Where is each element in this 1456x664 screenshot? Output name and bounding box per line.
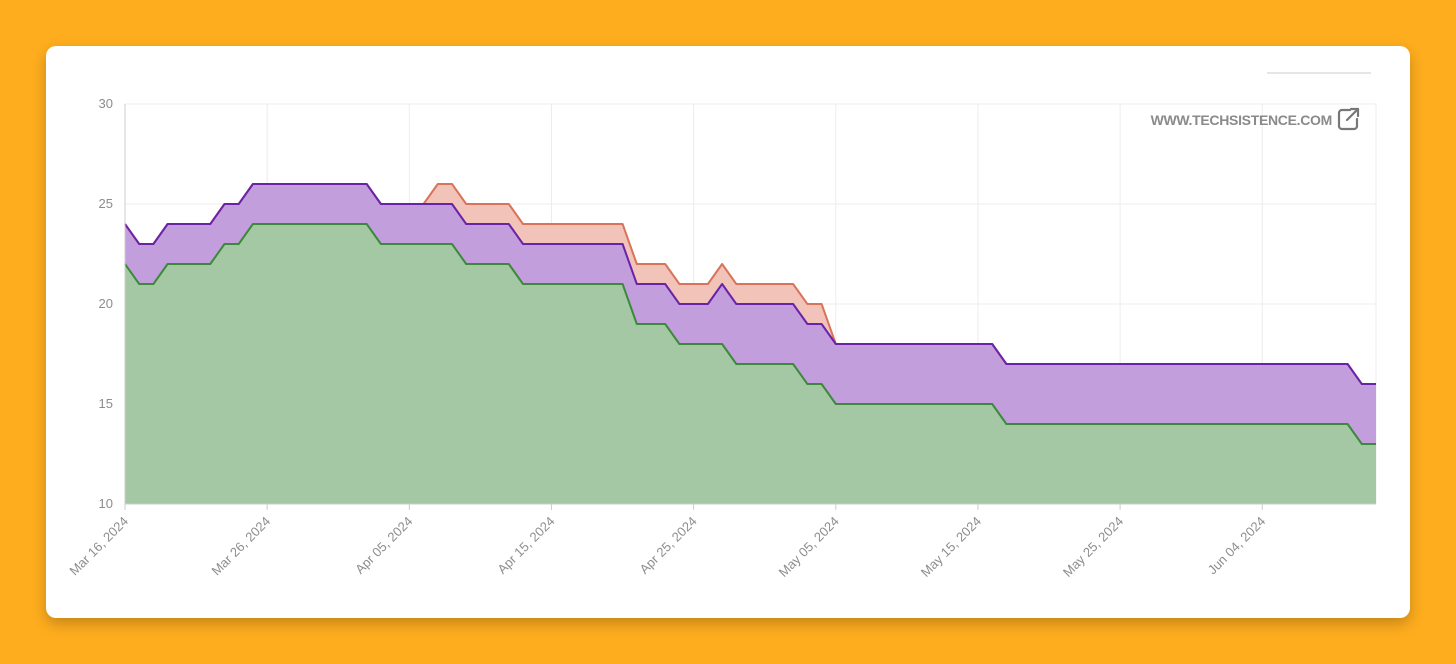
watermark-text[interactable]: WWW.TECHSISTENCE.COM	[1151, 112, 1333, 128]
x-tick-label: May 15, 2024	[918, 514, 984, 580]
x-tick-label: Apr 15, 2024	[494, 514, 557, 577]
x-tick-label: Apr 05, 2024	[352, 514, 415, 577]
x-axis-ticks: Mar 16, 2024 Mar 26, 2024 Apr 05, 2024 Apr …	[66, 514, 1268, 580]
y-tick-label: 10	[99, 496, 113, 511]
series-2-line	[124, 183, 1376, 385]
y-tick-label: 30	[99, 96, 113, 111]
series-areas	[125, 184, 1376, 504]
watermark[interactable]: WWW.TECHSISTENCE.COM	[1151, 107, 1360, 131]
x-tick-label: Jun 04, 2024	[1205, 514, 1269, 578]
series-2-area	[125, 184, 1376, 444]
y-tick-label: 15	[99, 396, 113, 411]
x-tick-label: Apr 25, 2024	[637, 514, 700, 577]
series-1-line	[124, 223, 1376, 445]
y-tick-label: 25	[99, 196, 113, 211]
y-axis-ticks: 10 15 20 25 30	[99, 96, 113, 511]
x-tick-label: May 05, 2024	[776, 514, 842, 580]
x-tick-label: May 25, 2024	[1060, 514, 1126, 580]
card-top-rule	[1267, 72, 1371, 74]
axes	[124, 104, 1376, 510]
external-link-icon[interactable]	[1337, 107, 1360, 131]
y-tick-label: 20	[99, 296, 113, 311]
series-lines	[124, 183, 1376, 445]
x-tick-label: Mar 26, 2024	[209, 514, 274, 579]
x-tick-label: Mar 16, 2024	[66, 514, 131, 579]
